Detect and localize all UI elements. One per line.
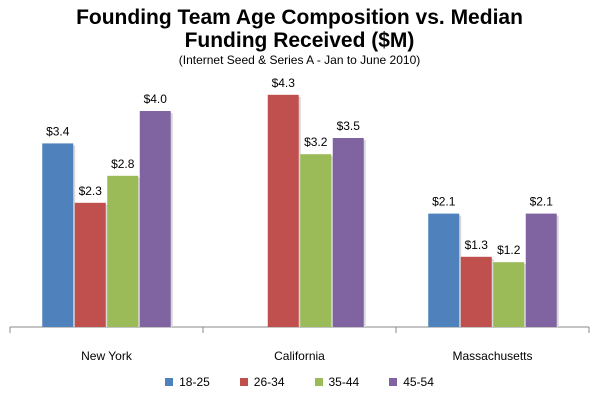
bar-35-44-new-york — [107, 175, 139, 327]
category-label: Massachusetts — [452, 349, 532, 363]
bar-26-34-new-york — [74, 202, 106, 327]
bar-18-25-massachusetts — [428, 213, 460, 327]
legend-label: 18-25 — [179, 375, 210, 389]
legend-swatch — [165, 378, 174, 386]
legend: 18-25 26-34 35-44 45-54 — [0, 375, 599, 389]
legend-label: 45-54 — [403, 375, 434, 389]
legend-swatch — [314, 378, 323, 386]
chart-title-line2: Funding Received ($M) — [184, 29, 415, 52]
data-label: $2.3 — [79, 184, 103, 198]
bar-35-44-massachusetts — [493, 262, 525, 327]
legend-item: 45-54 — [389, 375, 434, 389]
legend-label: 26-34 — [253, 375, 285, 389]
data-label: $3.2 — [304, 135, 328, 149]
data-label: $2.8 — [111, 157, 135, 171]
legend-item: 26-34 — [239, 375, 285, 389]
legend-swatch — [389, 378, 398, 386]
data-label: $4.0 — [144, 92, 168, 106]
bar-35-44-california — [300, 154, 332, 327]
data-label: $3.5 — [337, 119, 361, 133]
bar-26-34-massachusetts — [460, 256, 492, 327]
bar-45-54-new-york — [139, 111, 171, 327]
data-label: $3.4 — [46, 124, 70, 138]
bar-45-54-california — [332, 138, 364, 327]
category-label: California — [274, 349, 325, 363]
bar-45-54-massachusetts — [525, 213, 557, 327]
data-label: $1.2 — [497, 243, 521, 257]
data-label: $4.3 — [272, 76, 296, 90]
data-label: $1.3 — [465, 238, 489, 252]
data-label: $2.1 — [530, 195, 554, 209]
legend-item: 18-25 — [165, 375, 210, 389]
bar-18-25-new-york — [42, 143, 74, 327]
legend-item: 35-44 — [314, 375, 360, 389]
legend-label: 35-44 — [328, 375, 360, 389]
data-label: $2.1 — [432, 195, 456, 209]
chart-title-line1: Founding Team Age Composition vs. Median — [76, 6, 523, 29]
category-label: New York — [81, 349, 133, 363]
bar-26-34-california — [267, 94, 299, 327]
legend-swatch — [239, 378, 248, 386]
chart-subtitle: (Internet Seed & Series A - Jan to June … — [178, 53, 421, 67]
